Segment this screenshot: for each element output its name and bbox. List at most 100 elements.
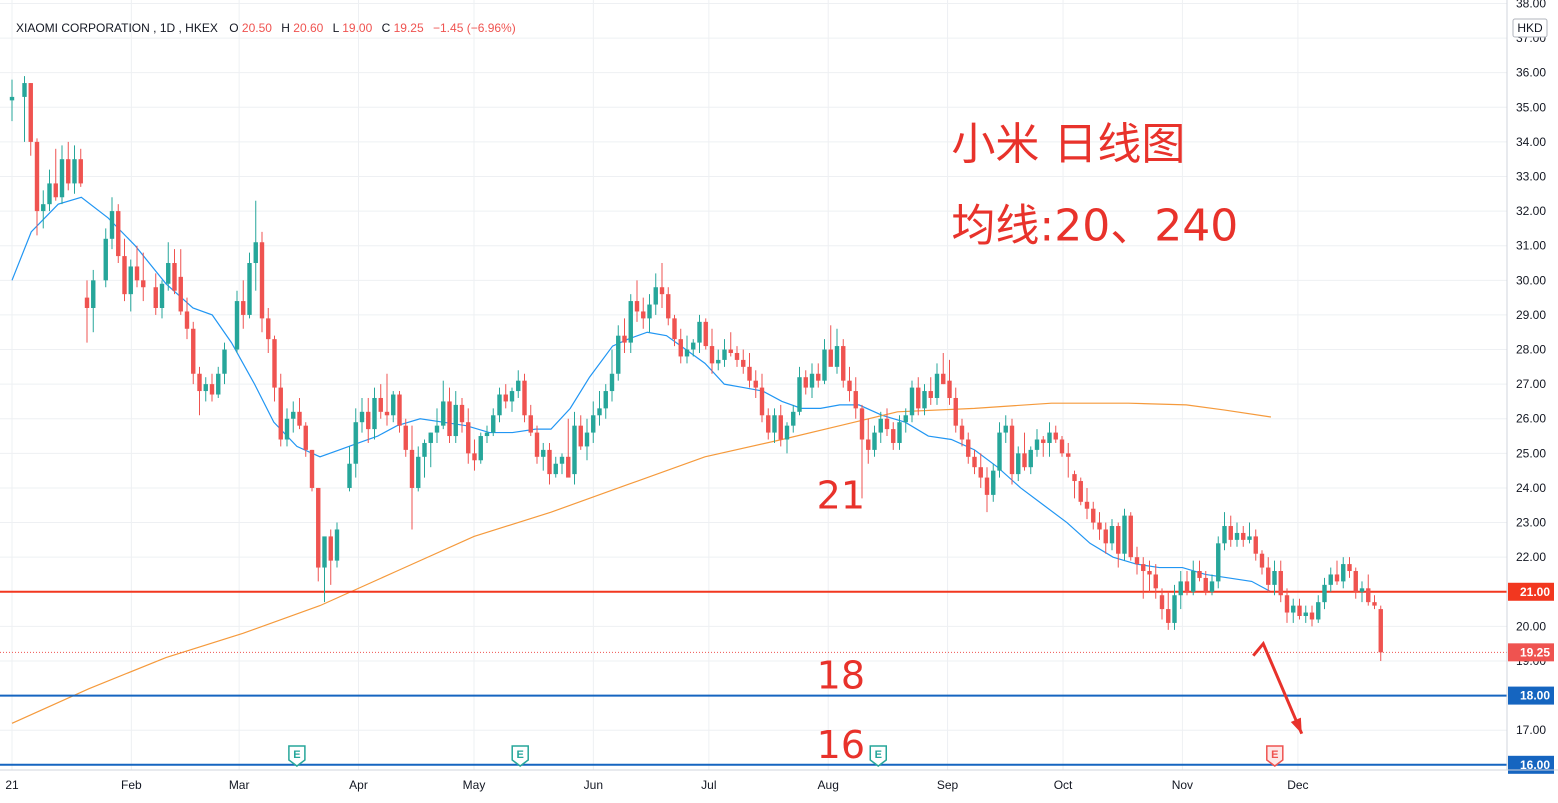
- candle[interactable]: [597, 391, 602, 426]
- candle[interactable]: [672, 314, 677, 347]
- candle[interactable]: [109, 197, 115, 250]
- candle[interactable]: [534, 425, 540, 464]
- candle[interactable]: [466, 408, 471, 464]
- candle[interactable]: [634, 280, 640, 322]
- candle[interactable]: [1197, 560, 1202, 582]
- candle[interactable]: [747, 352, 752, 388]
- candle[interactable]: [734, 346, 740, 367]
- candle[interactable]: [266, 308, 271, 353]
- candle[interactable]: [759, 373, 765, 423]
- candle[interactable]: [1359, 581, 1365, 603]
- candle[interactable]: [647, 294, 652, 333]
- candle[interactable]: [53, 148, 58, 201]
- candle[interactable]: [209, 373, 215, 402]
- candle[interactable]: [784, 422, 790, 454]
- candle[interactable]: [1334, 560, 1340, 585]
- candle[interactable]: [766, 408, 771, 440]
- candle[interactable]: [1259, 550, 1265, 575]
- candle[interactable]: [591, 401, 596, 443]
- candle[interactable]: [628, 294, 633, 353]
- candle[interactable]: [178, 249, 183, 315]
- earnings-marker[interactable]: E: [869, 745, 887, 767]
- earnings-marker[interactable]: E: [1266, 745, 1284, 767]
- candle[interactable]: [803, 370, 808, 395]
- candle[interactable]: [197, 366, 202, 416]
- candle[interactable]: [1091, 501, 1096, 530]
- candle[interactable]: [641, 297, 646, 329]
- candle[interactable]: [1272, 560, 1277, 596]
- candle[interactable]: [72, 145, 77, 194]
- candle[interactable]: [1122, 508, 1127, 561]
- candle[interactable]: [684, 335, 690, 364]
- candle[interactable]: [1209, 574, 1215, 596]
- candle[interactable]: [916, 377, 921, 416]
- candle[interactable]: [972, 449, 977, 475]
- candle[interactable]: [22, 76, 27, 142]
- candle[interactable]: [353, 408, 358, 478]
- candle[interactable]: [1041, 436, 1046, 457]
- candle[interactable]: [1203, 571, 1208, 596]
- candle[interactable]: [1141, 557, 1146, 599]
- candle[interactable]: [947, 359, 952, 405]
- candle[interactable]: [41, 190, 46, 229]
- price-axis[interactable]: 38.0037.0036.0035.0034.0033.0032.0031.00…: [1506, 0, 1558, 774]
- candle[interactable]: [884, 408, 890, 437]
- candle[interactable]: [1341, 557, 1346, 589]
- candle[interactable]: [522, 373, 527, 423]
- candle[interactable]: [28, 83, 33, 156]
- candle[interactable]: [516, 370, 521, 398]
- candle[interactable]: [1153, 564, 1158, 599]
- candle[interactable]: [1172, 584, 1177, 630]
- candle[interactable]: [778, 404, 783, 447]
- candle[interactable]: [247, 252, 252, 319]
- candle[interactable]: [134, 245, 140, 288]
- candle[interactable]: [191, 321, 196, 385]
- candle[interactable]: [528, 404, 533, 437]
- candle[interactable]: [1178, 571, 1183, 610]
- candle[interactable]: [359, 397, 365, 433]
- candle[interactable]: [1216, 536, 1221, 589]
- candle[interactable]: [828, 325, 833, 367]
- candle[interactable]: [1009, 418, 1015, 485]
- candle[interactable]: [1134, 546, 1140, 575]
- candle[interactable]: [741, 349, 746, 374]
- candle[interactable]: [1291, 598, 1296, 623]
- candle[interactable]: [728, 332, 733, 357]
- candle[interactable]: [416, 446, 421, 492]
- candle[interactable]: [122, 238, 127, 302]
- candle[interactable]: [316, 487, 321, 582]
- candle[interactable]: [503, 384, 508, 409]
- candle[interactable]: [541, 442, 546, 471]
- candle[interactable]: [622, 318, 627, 353]
- candle[interactable]: [609, 349, 615, 402]
- candle[interactable]: [709, 328, 715, 374]
- candle[interactable]: [184, 297, 190, 340]
- candle[interactable]: [1328, 567, 1333, 592]
- candle[interactable]: [659, 263, 665, 308]
- candle[interactable]: [447, 387, 452, 443]
- candle[interactable]: [1022, 432, 1027, 471]
- candle[interactable]: [1366, 574, 1371, 606]
- candle[interactable]: [103, 228, 108, 288]
- candle[interactable]: [284, 408, 290, 447]
- candle[interactable]: [903, 408, 908, 433]
- candle[interactable]: [772, 408, 777, 443]
- candle[interactable]: [497, 387, 502, 423]
- candle[interactable]: [722, 339, 727, 367]
- earnings-marker[interactable]: E: [511, 745, 529, 767]
- candle[interactable]: [484, 425, 490, 443]
- candle[interactable]: [797, 366, 802, 416]
- candle[interactable]: [1147, 560, 1152, 592]
- candle[interactable]: [691, 339, 696, 357]
- candle[interactable]: [291, 401, 296, 433]
- candle[interactable]: [59, 145, 65, 205]
- candle[interactable]: [428, 432, 433, 468]
- candle[interactable]: [303, 422, 308, 457]
- candle[interactable]: [1103, 522, 1108, 554]
- candle[interactable]: [559, 453, 565, 475]
- candle[interactable]: [1378, 605, 1383, 661]
- earnings-marker[interactable]: E: [288, 745, 306, 767]
- candle[interactable]: [1222, 512, 1227, 551]
- candle[interactable]: [322, 536, 327, 603]
- candle[interactable]: [866, 418, 871, 464]
